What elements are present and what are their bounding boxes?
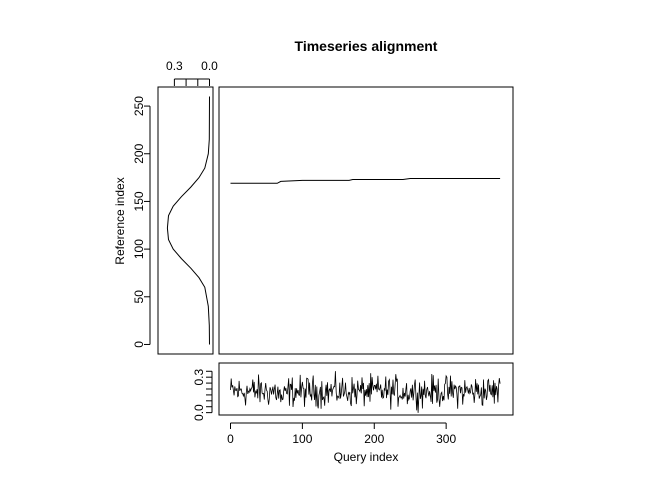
reference-index-axis: 0 50 100 150 200 250	[132, 96, 151, 348]
y-axis-label: Reference index	[113, 177, 127, 264]
warping-path-line	[230, 178, 501, 184]
x-tick-label: 0	[227, 432, 234, 446]
reference-density-line	[166, 96, 210, 345]
y-tick-label: 200	[132, 143, 146, 163]
density-axis: 0.3 0.0	[166, 59, 218, 86]
y-tick-label: 50	[132, 290, 146, 304]
main-panel-frame	[218, 86, 514, 355]
x-tick-label: 200	[364, 432, 384, 446]
x-tick-label: 100	[292, 432, 312, 446]
query-value-axis: 0.0 0.3	[192, 369, 213, 421]
density-panel-frame	[157, 86, 214, 355]
density-tick-label: 0.3	[166, 59, 183, 73]
y-tick-label: 250	[132, 96, 146, 116]
y-tick-label: 0	[132, 341, 146, 348]
chart-title: Timeseries alignment	[295, 38, 438, 54]
query-y-tick-label: 0.0	[192, 404, 206, 421]
query-panel-frame	[218, 362, 514, 416]
x-tick-label: 300	[436, 432, 456, 446]
y-tick-label: 100	[132, 239, 146, 259]
query-index-axis: 0 100 200 300	[227, 422, 456, 446]
query-y-tick-label: 0.3	[192, 369, 206, 386]
y-tick-label: 150	[132, 191, 146, 211]
x-axis-label: Query index	[334, 450, 399, 464]
query-series-line	[230, 371, 501, 413]
density-tick-label: 0.0	[201, 59, 218, 73]
